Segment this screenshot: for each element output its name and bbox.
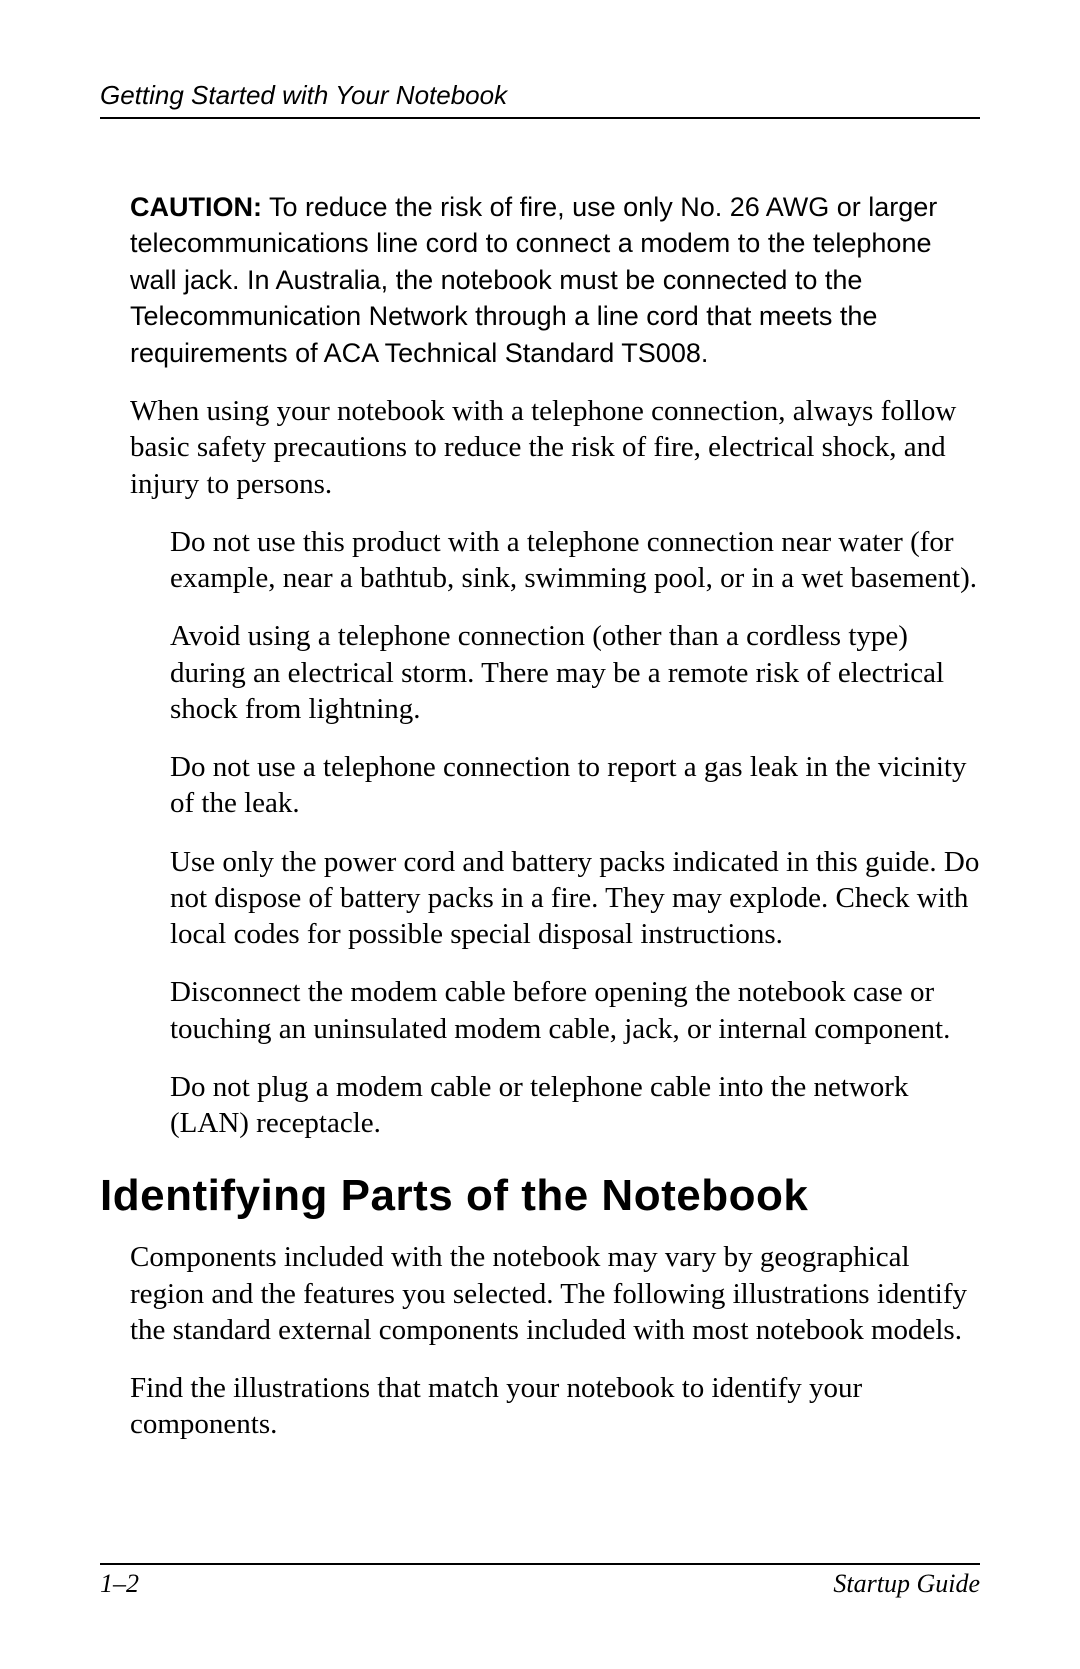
caution-label: CAUTION: (130, 192, 262, 222)
safety-bullet: Do not plug a modem cable or telephone c… (170, 1069, 980, 1142)
safety-bullet: Do not use this product with a telephone… (170, 524, 980, 597)
safety-bullet: Do not use a telephone connection to rep… (170, 749, 980, 822)
page-footer: 1–2 Startup Guide (100, 1563, 980, 1599)
section-paragraph: Components included with the notebook ma… (130, 1239, 980, 1348)
caution-block: CAUTION: To reduce the risk of fire, use… (130, 189, 980, 371)
safety-bullet: Disconnect the modem cable before openin… (170, 974, 980, 1047)
guide-name: Startup Guide (833, 1569, 980, 1599)
page-number: 1–2 (100, 1569, 139, 1599)
safety-bullet: Use only the power cord and battery pack… (170, 844, 980, 953)
document-page: Getting Started with Your Notebook CAUTI… (0, 0, 1080, 1669)
section-heading: Identifying Parts of the Notebook (100, 1171, 980, 1221)
footer-rule: 1–2 Startup Guide (100, 1563, 980, 1599)
running-title: Getting Started with Your Notebook (100, 80, 507, 110)
safety-bullet: Avoid using a telephone connection (othe… (170, 618, 980, 727)
intro-paragraph: When using your notebook with a telephon… (130, 393, 980, 502)
header-rule: Getting Started with Your Notebook (100, 80, 980, 119)
section-paragraph: Find the illustrations that match your n… (130, 1370, 980, 1443)
